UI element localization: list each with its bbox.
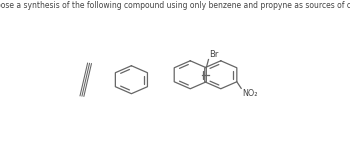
Text: 4. Propose a synthesis of the following compound using only benzene and propyne : 4. Propose a synthesis of the following … xyxy=(0,1,350,10)
Text: Br: Br xyxy=(209,50,219,59)
Text: NO₂: NO₂ xyxy=(242,89,258,98)
